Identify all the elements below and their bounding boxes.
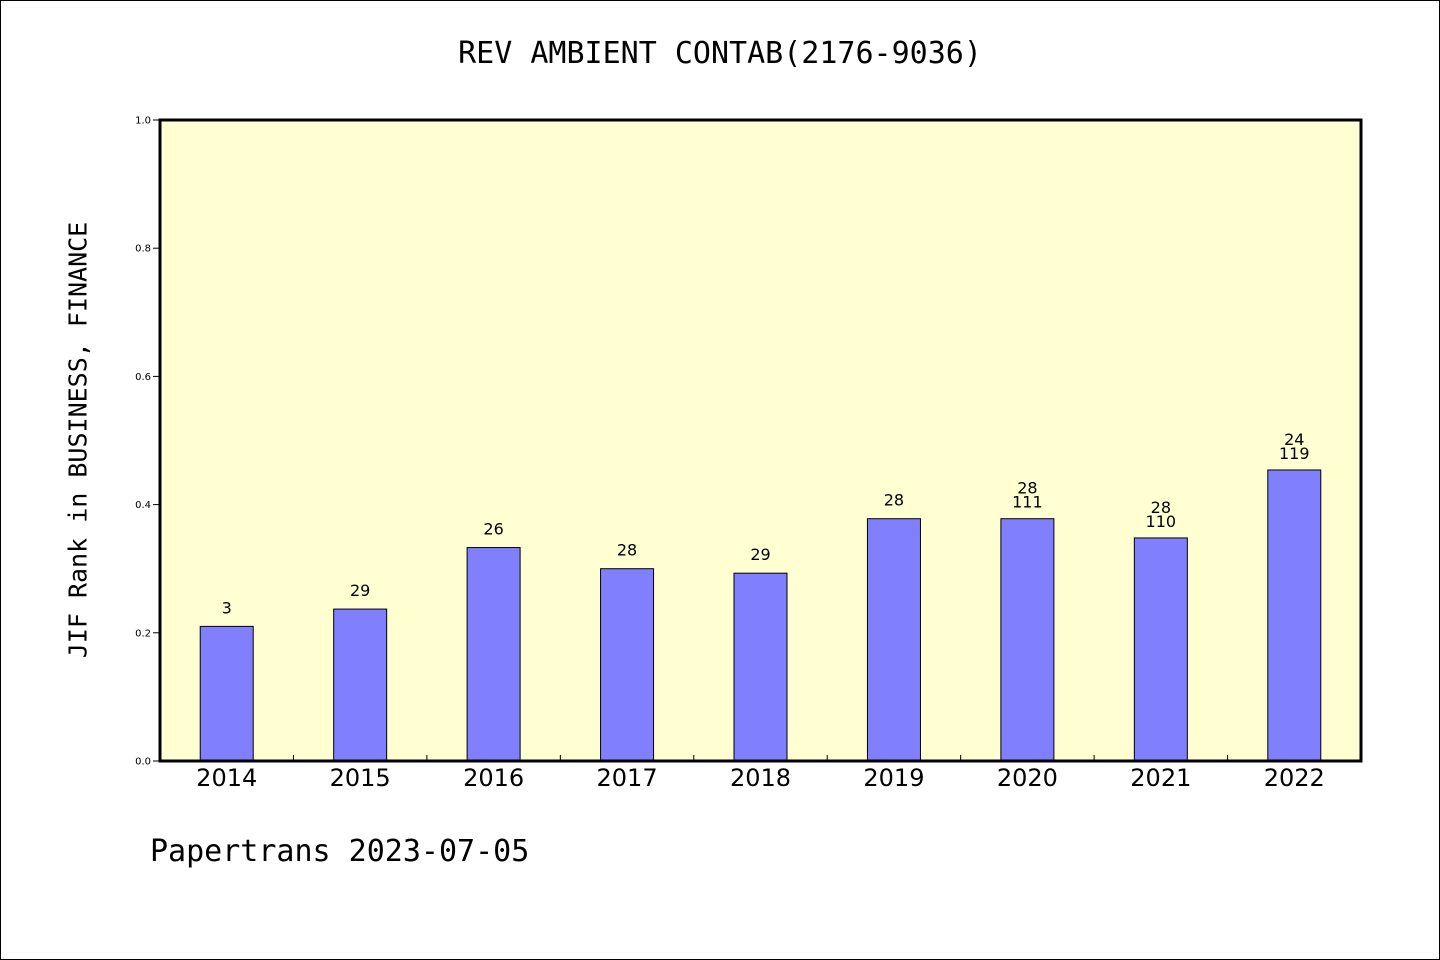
x-tick-label: 2017 bbox=[597, 764, 658, 792]
x-tick-label: 2021 bbox=[1130, 764, 1191, 792]
bar bbox=[466, 547, 521, 762]
x-tick-label: 2020 bbox=[997, 764, 1058, 792]
plot-border bbox=[158, 118, 1363, 763]
bar-label: 28 bbox=[884, 491, 904, 510]
bar-label: 26 bbox=[483, 520, 503, 539]
y-tick-label: 1.0 bbox=[135, 116, 151, 127]
bar-label: 119 bbox=[1279, 444, 1310, 463]
bar-label: 28 bbox=[617, 541, 637, 560]
bar-label: 28 bbox=[1151, 498, 1171, 517]
x-tick-label: 2019 bbox=[863, 764, 924, 792]
footer-text: Papertrans 2023-07-05 bbox=[150, 834, 530, 869]
bar bbox=[1000, 518, 1055, 762]
bar bbox=[1133, 537, 1188, 762]
y-tick-label: 0.6 bbox=[135, 372, 151, 383]
bar-label: 24 bbox=[1284, 430, 1304, 449]
chart-title: REV AMBIENT CONTAB(2176-9036) bbox=[458, 36, 982, 71]
x-tick-label: 2014 bbox=[196, 764, 257, 792]
bar-label: 29 bbox=[750, 545, 770, 564]
bar-label: 28 bbox=[1017, 479, 1037, 498]
bar-label: 3 bbox=[222, 598, 232, 617]
y-tick-label: 0.2 bbox=[135, 628, 151, 639]
x-tick-label: 2022 bbox=[1264, 764, 1325, 792]
bar-label: 111 bbox=[1012, 493, 1043, 512]
bar bbox=[199, 625, 254, 762]
y-tick-label: 0.8 bbox=[135, 244, 151, 255]
x-tick-label: 2015 bbox=[330, 764, 391, 792]
bar bbox=[866, 518, 921, 762]
bar-label: 29 bbox=[350, 581, 370, 600]
x-tick-label: 2018 bbox=[730, 764, 791, 792]
bar bbox=[600, 568, 655, 762]
bar bbox=[733, 572, 788, 762]
bar-label: 110 bbox=[1146, 512, 1177, 531]
y-tick-label: 0.4 bbox=[135, 500, 151, 511]
bar bbox=[1267, 469, 1322, 762]
bar bbox=[333, 608, 388, 762]
x-tick-label: 2016 bbox=[463, 764, 524, 792]
y-tick-label: 0.0 bbox=[135, 757, 151, 768]
